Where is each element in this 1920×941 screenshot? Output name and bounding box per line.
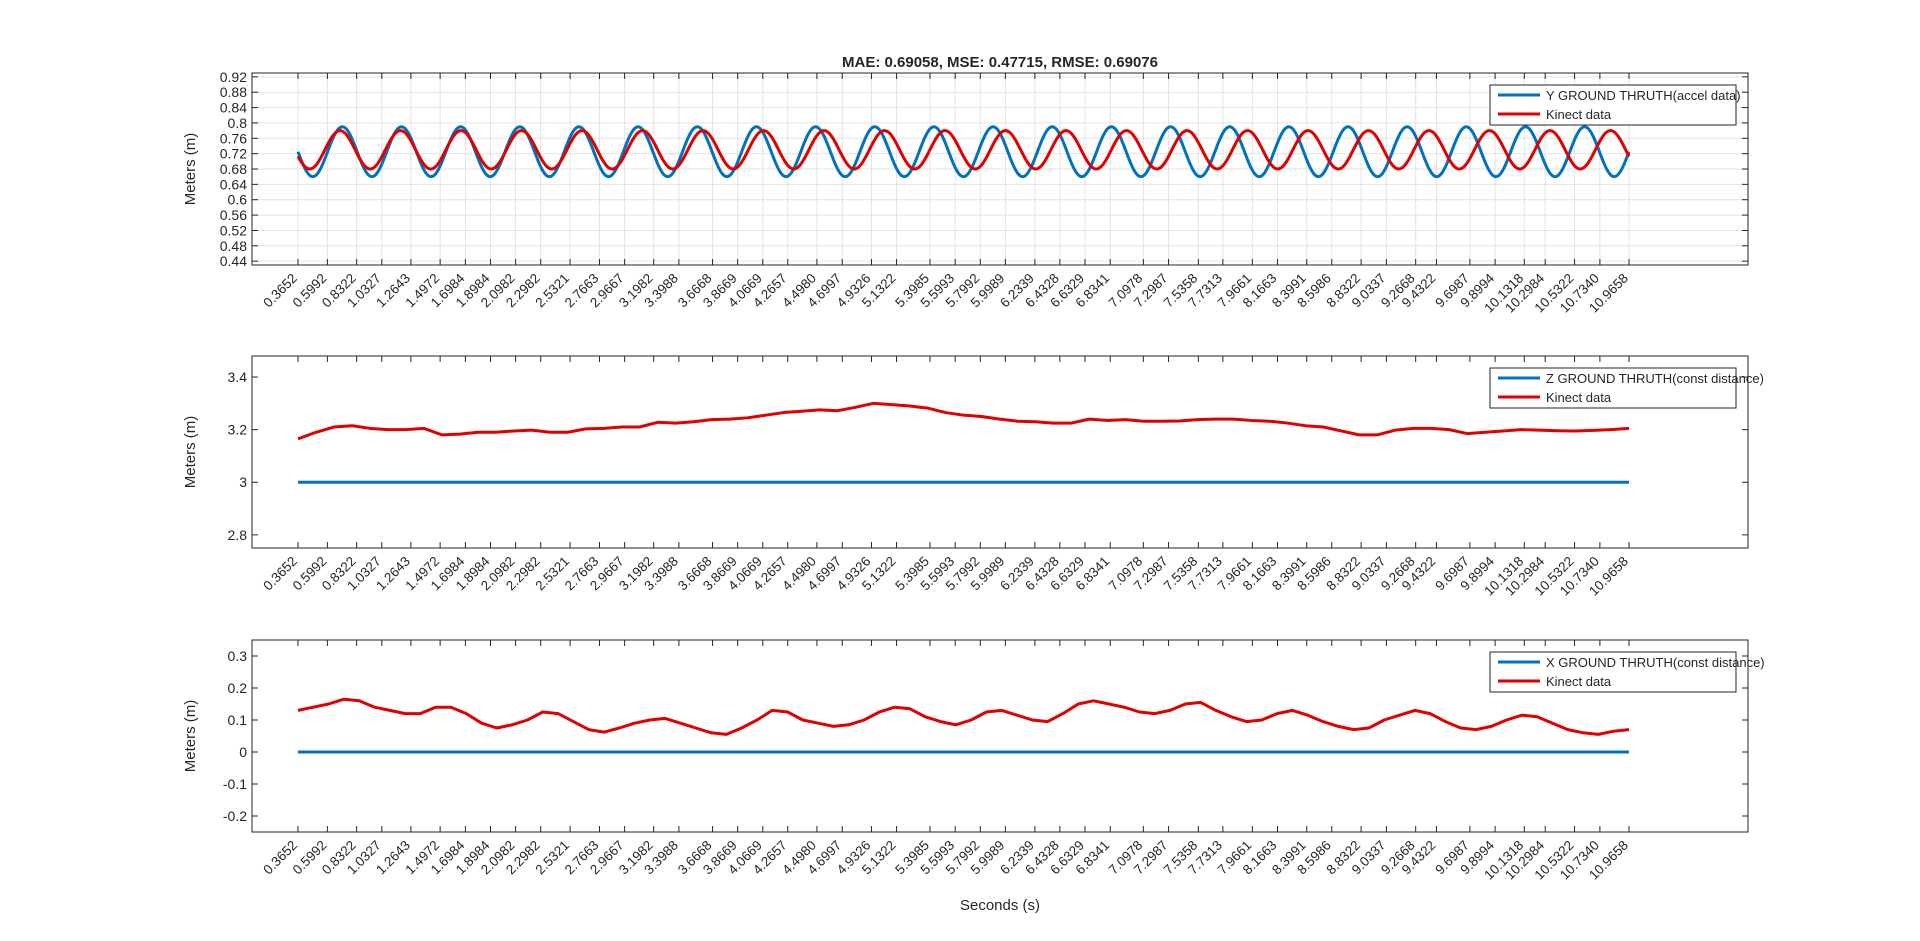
chart-title: MAE: 0.69058, MSE: 0.47715, RMSE: 0.6907… — [842, 54, 1158, 71]
y-tick-label: 0.48 — [220, 238, 247, 254]
chart-panel-3: -0.2-0.100.10.20.30.36520.59920.83221.03… — [182, 639, 1765, 914]
y-tick-label: 0.44 — [220, 253, 247, 269]
y-axis-label: Meters (m) — [182, 133, 199, 206]
legend-label-1: Y GROUND THRUTH(accel data) — [1546, 88, 1741, 103]
y-tick-label: 0.92 — [220, 69, 247, 85]
legend-label-2: Kinect data — [1546, 390, 1612, 405]
legend-box — [1489, 367, 1737, 409]
y-tick-label: 0.1 — [228, 712, 248, 728]
y-tick-label: -0.1 — [223, 776, 247, 792]
y-tick-label: 0.2 — [228, 680, 248, 696]
chart-panel-1: 0.440.480.520.560.60.640.680.720.760.80.… — [182, 54, 1749, 316]
series-line-2 — [297, 697, 1630, 736]
series-line-1 — [296, 125, 1631, 179]
y-tick-label: 3 — [239, 474, 247, 490]
y-tick-label: 0.64 — [220, 176, 247, 192]
y-tick-label: 0.6 — [228, 192, 248, 208]
y-tick-label: 0.84 — [220, 100, 247, 116]
legend-label-1: Z GROUND THRUTH(const distance) — [1546, 371, 1764, 386]
series-line-2 — [296, 129, 1631, 171]
y-tick-label: 0 — [239, 744, 247, 760]
y-tick-label: 3.2 — [228, 422, 248, 438]
legend-label-2: Kinect data — [1546, 674, 1612, 689]
y-tick-label: 0.76 — [220, 130, 247, 146]
x-axis-label: Seconds (s) — [960, 897, 1040, 914]
legend-label-2: Kinect data — [1546, 107, 1612, 122]
y-axis-label: Meters (m) — [182, 416, 199, 489]
y-tick-label: 0.56 — [220, 207, 247, 223]
chart-panel-2: 2.833.23.40.36520.59920.83221.03271.2643… — [182, 355, 1764, 599]
axes-frame — [251, 72, 1749, 266]
y-tick-label: 0.88 — [220, 84, 247, 100]
legend-label-1: X GROUND THRUTH(const distance) — [1546, 655, 1765, 670]
legend: X GROUND THRUTH(const distance) Kinect da… — [1489, 651, 1765, 693]
y-tick-label: 2.8 — [228, 527, 248, 543]
y-tick-label: 3.4 — [228, 369, 248, 385]
legend-box — [1489, 84, 1737, 126]
legend: Z GROUND THRUTH(const distance) Kinect da… — [1489, 367, 1764, 409]
y-tick-label: 0.3 — [228, 648, 248, 664]
series-line-2 — [297, 401, 1630, 441]
y-tick-label: 0.68 — [220, 161, 247, 177]
y-tick-label: -0.2 — [223, 808, 247, 824]
axes-frame — [251, 355, 1749, 549]
y-tick-label: 0.72 — [220, 146, 247, 162]
y-tick-label: 0.52 — [220, 222, 247, 238]
y-tick-label: 0.8 — [228, 115, 248, 131]
legend-box — [1489, 651, 1737, 693]
axes-frame — [251, 639, 1749, 833]
y-axis-label: Meters (m) — [182, 700, 199, 773]
legend: Y GROUND THRUTH(accel data) Kinect data — [1489, 84, 1741, 126]
